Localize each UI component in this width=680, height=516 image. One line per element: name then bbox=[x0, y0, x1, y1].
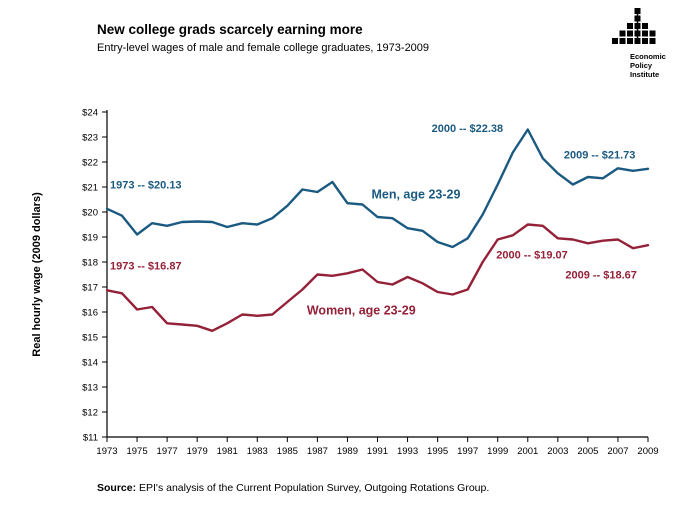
chart-annotation: 2000 -- $19.07 bbox=[496, 249, 568, 261]
chart-annotation: 2009 -- $18.67 bbox=[565, 269, 637, 281]
x-tick-label: 1989 bbox=[337, 446, 358, 457]
y-tick-label: $13 bbox=[82, 383, 98, 394]
women-wage-line bbox=[105, 223, 650, 332]
chart-annotation: 1973 -- $20.13 bbox=[110, 179, 182, 191]
y-tick-label: $16 bbox=[82, 308, 98, 319]
epi-logo-text: Economic Policy Institute bbox=[598, 52, 666, 79]
chart-annotation: 2000 -- $22.38 bbox=[432, 123, 504, 135]
x-tick-label: 1981 bbox=[217, 446, 238, 457]
y-tick-label: $23 bbox=[82, 133, 98, 144]
y-tick-label: $18 bbox=[82, 258, 98, 269]
chart-annotation: Men, age 23-29 bbox=[371, 187, 460, 201]
x-tick-label: 1997 bbox=[457, 446, 478, 457]
x-tick-label: 1995 bbox=[427, 446, 448, 457]
y-tick-label: $21 bbox=[82, 183, 98, 194]
chart-annotation: 1973 -- $16.87 bbox=[110, 261, 182, 273]
x-tick-label: 1977 bbox=[157, 446, 178, 457]
chart-annotation: Women, age 23-29 bbox=[307, 304, 416, 318]
x-tick-label: 1973 bbox=[96, 446, 117, 457]
epi-logo-line: Economic bbox=[630, 52, 666, 61]
epi-logo-line: Institute bbox=[630, 70, 660, 79]
chart-annotation: 2009 -- $21.73 bbox=[564, 149, 636, 161]
y-tick-label: $19 bbox=[82, 233, 98, 244]
y-tick-label: $15 bbox=[82, 333, 98, 344]
x-tick-label: 1993 bbox=[397, 446, 418, 457]
epi-logo-icon bbox=[612, 8, 656, 44]
epi-logo: Economic Policy Institute bbox=[598, 8, 670, 79]
x-tick-label: 1999 bbox=[487, 446, 508, 457]
source-text: EPI's analysis of the Current Population… bbox=[136, 482, 490, 494]
x-tick-label: 1985 bbox=[277, 446, 298, 457]
x-tick-label: 1983 bbox=[247, 446, 268, 457]
x-tick-label: 1975 bbox=[126, 446, 147, 457]
x-tick-label: 2007 bbox=[607, 446, 628, 457]
x-tick-label: 2001 bbox=[517, 446, 538, 457]
chart-title: New college grads scarcely earning more bbox=[97, 22, 363, 37]
source-label: Source: bbox=[97, 482, 137, 494]
chart-subtitle: Entry-level wages of male and female col… bbox=[97, 42, 430, 54]
men-wage-line bbox=[105, 128, 650, 249]
x-tick-label: 2009 bbox=[637, 446, 658, 457]
y-tick-label: $17 bbox=[82, 283, 98, 294]
source-note: Source: EPI's analysis of the Current Po… bbox=[97, 482, 489, 494]
y-tick-label: $12 bbox=[82, 408, 98, 419]
y-axis-title: Real hourly wage (2009 dollars) bbox=[31, 192, 43, 357]
chart-header: New college grads scarcely earning more … bbox=[97, 22, 557, 54]
x-tick-label: 2005 bbox=[577, 446, 598, 457]
x-tick-label: 1979 bbox=[187, 446, 208, 457]
y-tick-label: $11 bbox=[83, 433, 98, 444]
x-tick-label: 1991 bbox=[367, 446, 388, 457]
y-tick-label: $22 bbox=[82, 158, 98, 169]
x-tick-label: 2003 bbox=[547, 446, 568, 457]
y-tick-label: $24 bbox=[82, 108, 98, 119]
y-tick-label: $14 bbox=[82, 358, 98, 369]
x-tick-label: 1987 bbox=[307, 446, 328, 457]
y-tick-label: $20 bbox=[82, 208, 98, 219]
epi-logo-line: Policy bbox=[630, 61, 653, 70]
